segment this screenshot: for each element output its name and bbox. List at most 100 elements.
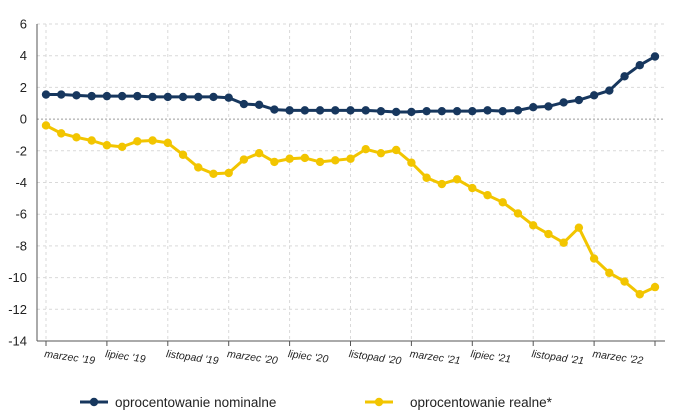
legend: oprocentowanie nominalne oprocentowanie r…: [80, 395, 553, 410]
series-1-point: [361, 145, 370, 154]
series-1-point: [346, 154, 355, 163]
series-0-point: [635, 61, 644, 70]
x-tick-label: marzec '21: [409, 348, 461, 367]
series-0-point: [391, 107, 401, 117]
series-0-point: [452, 106, 462, 116]
series-0-point: [178, 92, 188, 102]
series-0-point: [300, 106, 310, 115]
series-1-point: [270, 157, 279, 167]
series-0-point: [57, 90, 66, 99]
series-1-point: [148, 136, 157, 145]
series-1-point: [422, 173, 431, 182]
series-1-point: [452, 175, 462, 184]
series-0-point: [270, 105, 279, 114]
y-tick-label: -12: [8, 302, 27, 317]
series-0-point: [361, 106, 370, 115]
series-0-point: [559, 98, 568, 107]
series-0-point: [407, 107, 416, 117]
grid-layer: [37, 23, 665, 341]
series-1-point: [650, 282, 660, 292]
series-0-point: [437, 106, 447, 116]
series-0-point: [376, 106, 386, 116]
series-0-point: [102, 91, 112, 101]
series-1-point: [102, 141, 112, 150]
series-0-point: [239, 99, 249, 109]
series-1-point: [331, 156, 340, 165]
series-1-point: [300, 153, 310, 163]
series-0-point: [163, 92, 172, 102]
series-0-point: [544, 102, 553, 111]
series-1-point: [133, 137, 142, 146]
x-tick-label: lipiec '21: [470, 348, 512, 366]
series-0-point: [589, 91, 599, 100]
series-1-point: [41, 121, 51, 130]
series-0-point: [422, 106, 431, 116]
y-tick-label: 0: [20, 112, 27, 127]
series-1-point: [72, 133, 81, 142]
series-0-point: [41, 90, 51, 99]
series-0-point: [194, 92, 203, 102]
series-0-point: [133, 91, 142, 101]
series-0-point: [87, 91, 96, 101]
y-tick-label: 4: [20, 48, 27, 63]
x-tick-label: marzec '20: [226, 348, 278, 367]
series-1-point: [635, 290, 644, 299]
series-1-point: [117, 142, 127, 152]
series-1-point: [605, 268, 614, 278]
legend-label-1: oprocentowanie realne*: [410, 395, 553, 410]
series-0-point: [650, 52, 660, 61]
legend-swatch-point-0: [89, 397, 99, 407]
series-1-point: [57, 129, 66, 138]
series-1-point: [498, 198, 507, 207]
series-0-point: [254, 100, 264, 110]
series-1-point: [194, 163, 203, 172]
series-1-point: [468, 183, 477, 193]
series-1-point: [315, 157, 325, 167]
x-tick-label: marzec '19: [44, 348, 96, 367]
series-1-point: [574, 223, 584, 232]
x-tick-label: lipiec '19: [104, 348, 146, 366]
series-1-point: [589, 254, 599, 263]
y-tick-label: -8: [15, 238, 27, 253]
x-tick-label: listopad '21: [531, 348, 585, 367]
series-0-point: [331, 106, 340, 115]
series-1-point: [407, 158, 416, 167]
series-1-point: [391, 145, 401, 155]
series-1-point: [483, 190, 492, 200]
series-1-point: [209, 169, 218, 178]
series-0-point: [315, 106, 325, 115]
series-1-point: [178, 150, 188, 159]
series-0-point: [209, 92, 218, 102]
series-0-point: [605, 86, 614, 95]
series-1-point: [620, 277, 629, 286]
series-0-point: [224, 93, 233, 102]
legend-label-0: oprocentowanie nominalne: [115, 395, 276, 410]
series-0-point: [483, 106, 492, 115]
series-0-point: [574, 95, 584, 105]
x-tick-label: listopad '19: [165, 348, 219, 367]
x-tick-label: marzec '22: [592, 348, 644, 367]
x-tick-label: lipiec '20: [287, 348, 329, 366]
y-tick-label: -14: [8, 334, 27, 349]
series-layer: [41, 52, 660, 299]
series-0-point: [285, 106, 294, 115]
y-tick-label: -4: [15, 175, 27, 190]
y-tick-label: -2: [15, 143, 27, 158]
series-1-point: [163, 138, 172, 148]
y-tick-label: 6: [20, 17, 27, 32]
series-0-point: [513, 106, 523, 115]
legend-swatch-point-1: [374, 397, 384, 407]
series-0-point: [72, 91, 81, 100]
series-1-point: [544, 229, 553, 239]
series-1-point: [285, 154, 294, 163]
series-1-point: [437, 179, 447, 189]
series-1-point: [224, 168, 233, 178]
axis-layer: 6 4 2 0 -2 -4 -6 -8 -10 -12 -14 marzec '19 lipiec '1…: [8, 17, 665, 367]
series-1-point: [239, 155, 249, 164]
series-1-point: [529, 221, 538, 230]
series-0-point: [117, 91, 127, 101]
y-tick-label: -6: [15, 207, 27, 222]
series-0-point: [468, 106, 477, 116]
y-tick-label: -10: [8, 270, 27, 285]
